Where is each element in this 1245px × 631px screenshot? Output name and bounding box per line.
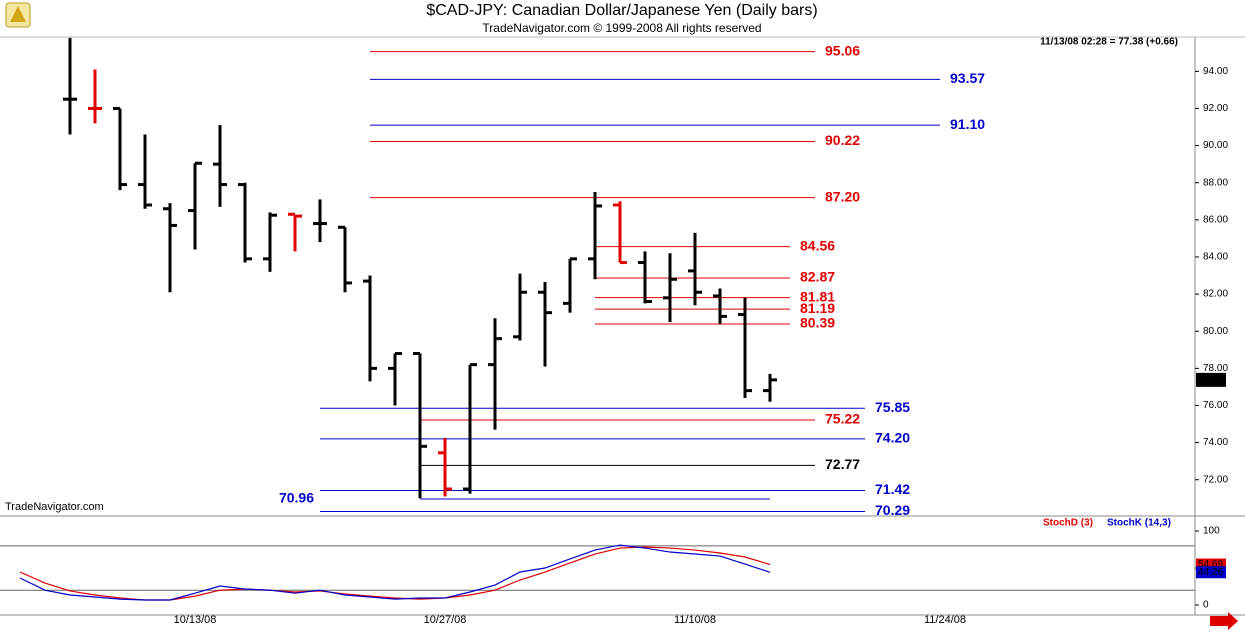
level-label: 75.22 <box>825 411 860 427</box>
last-value-label: 44.26 <box>1198 567 1223 578</box>
chart-title: $CAD-JPY: Canadian Dollar/Japanese Yen (… <box>426 2 817 19</box>
quote-annotation: 11/13/08 02:28 = 77.38 (+0.66) <box>1040 37 1178 48</box>
level-label: 70.29 <box>875 502 910 518</box>
level-label: 80.39 <box>800 315 835 331</box>
level-label: 81.81 <box>800 288 835 304</box>
y-tick-label: 82.00 <box>1203 289 1228 300</box>
level-label: 74.20 <box>875 430 910 446</box>
legend-entry: StochK (14,3) <box>1107 518 1171 529</box>
chart-subtitle: TradeNavigator.com © 1999-2008 All right… <box>482 21 761 35</box>
x-tick-label: 11/24/08 <box>924 614 966 626</box>
stoch-line <box>19 544 771 601</box>
level-label: 75.85 <box>875 399 910 415</box>
y-tick-label: 78.00 <box>1203 363 1228 374</box>
level-label: 90.22 <box>825 132 860 148</box>
level-label: 84.56 <box>800 237 835 253</box>
y-tick-label: 0 <box>1203 600 1209 611</box>
y-tick-label: 100 <box>1203 526 1220 537</box>
level-label: 70.96 <box>279 490 314 506</box>
level-label: 82.87 <box>800 269 835 285</box>
x-tick-label: 11/10/08 <box>674 614 716 626</box>
scroll-arrow[interactable] <box>1210 612 1238 630</box>
x-tick-label: 10/13/08 <box>174 614 217 626</box>
x-tick-label: 10/27/08 <box>424 614 467 626</box>
y-tick-label: 74.00 <box>1203 437 1228 448</box>
last-value-label: 54.69 <box>1198 559 1223 570</box>
level-label: 72.77 <box>825 456 860 472</box>
logo <box>5 2 31 28</box>
level-label: 71.42 <box>875 481 910 497</box>
y-tick-label: 86.00 <box>1203 214 1228 225</box>
level-label: 93.57 <box>950 70 985 86</box>
y-tick-label: 92.00 <box>1203 103 1228 114</box>
y-tick-label: 80.00 <box>1203 326 1228 337</box>
level-label: 81.19 <box>800 300 835 316</box>
last-price-label: 77.38 <box>1198 375 1223 386</box>
last-value-tag <box>1196 566 1226 579</box>
last-price-tag <box>1196 372 1226 387</box>
y-tick-label: 94.00 <box>1203 66 1228 77</box>
legend-entry: StochD (3) <box>1043 518 1093 529</box>
level-label: 91.10 <box>950 116 985 132</box>
y-tick-label: 90.00 <box>1203 140 1228 151</box>
watermark: TradeNavigator.com <box>5 501 104 513</box>
y-tick-label: 88.00 <box>1203 177 1228 188</box>
y-tick-label: 84.00 <box>1203 252 1228 263</box>
level-label: 87.20 <box>825 188 860 204</box>
y-tick-label: 72.00 <box>1203 474 1228 485</box>
level-label: 95.06 <box>825 42 860 58</box>
y-tick-label: 76.00 <box>1203 400 1228 411</box>
